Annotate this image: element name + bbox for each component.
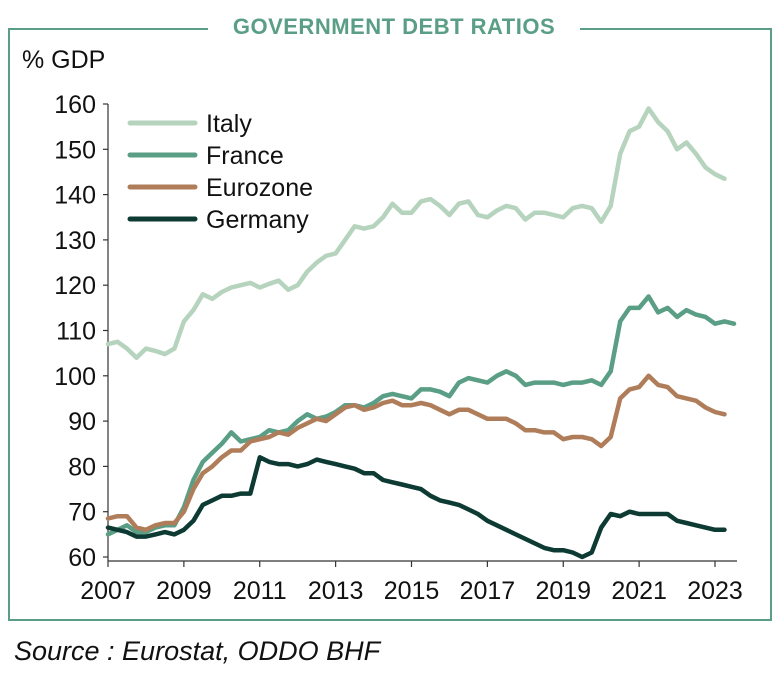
y-tick-label: 60 (68, 544, 96, 572)
y-axis-label: % GDP (22, 46, 105, 74)
legend-label-germany: Germany (206, 206, 309, 234)
frame-top-border-right (580, 28, 772, 30)
x-tick-label: 2023 (687, 577, 743, 605)
legend-label-france: France (206, 142, 284, 170)
y-tick-label: 150 (54, 136, 96, 164)
x-tick-label: 2019 (535, 577, 591, 605)
frame-top-border-left (8, 28, 208, 30)
x-tick-label: 2015 (384, 577, 440, 605)
x-tick-label: 2009 (156, 577, 212, 605)
y-tick-label: 70 (68, 499, 96, 527)
y-tick-label: 110 (56, 318, 96, 346)
y-tick-label: 130 (54, 227, 96, 255)
y-tick-label: 100 (54, 363, 96, 391)
x-tick-label: 2021 (611, 577, 667, 605)
x-tick-label: 2011 (233, 577, 287, 605)
x-tick-label: 2007 (80, 577, 136, 605)
series-line-eurozone (105, 373, 727, 533)
x-tick-label: 2013 (308, 577, 364, 605)
series-line-france (105, 294, 737, 537)
x-tick-label: 2017 (460, 577, 516, 605)
y-tick-label: 80 (68, 453, 96, 481)
legend-label-eurozone: Eurozone (206, 174, 313, 202)
legend-label-italy: Italy (206, 110, 252, 138)
source-note: Source : Eurostat, ODDO BHF (14, 636, 381, 666)
series-line-germany (105, 455, 727, 560)
y-tick-label: 140 (54, 182, 96, 210)
y-tick-label: 90 (68, 408, 96, 436)
y-tick-label: 120 (54, 272, 96, 300)
chart-frame (8, 28, 772, 621)
series-line-italy (105, 106, 727, 360)
chart-title: GOVERNMENT DEBT RATIOS (232, 14, 556, 39)
y-tick-label: 160 (54, 91, 96, 119)
